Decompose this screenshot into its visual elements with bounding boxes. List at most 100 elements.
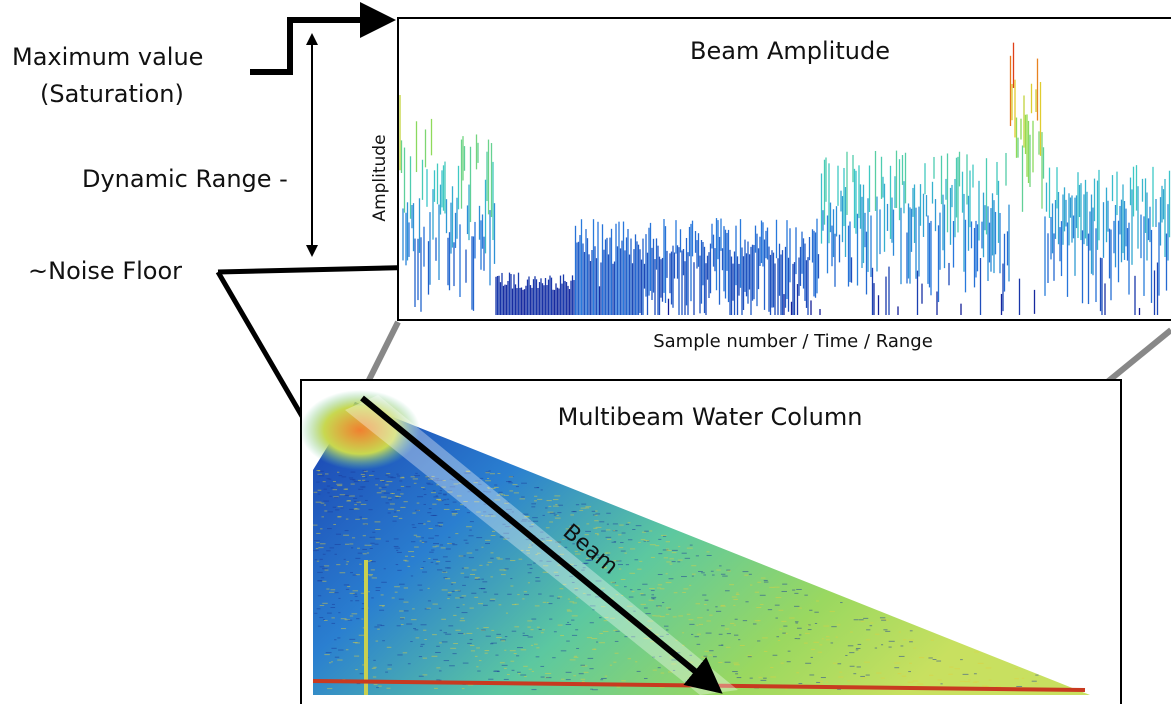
speckle-dot <box>575 525 580 527</box>
speckle-dot <box>497 473 501 475</box>
speckle-dot <box>556 597 560 599</box>
speckle-dot <box>727 570 731 572</box>
speckle-dot <box>527 582 530 584</box>
speckle-dot <box>441 589 448 591</box>
speckle-dot <box>330 661 333 663</box>
speckle-dot <box>350 471 356 473</box>
speckle-dot <box>733 604 736 606</box>
speckle-dot <box>331 647 337 649</box>
speckle-dot <box>831 626 837 628</box>
speckle-dot <box>627 539 633 541</box>
speckle-dot <box>611 541 617 543</box>
speckle-dot <box>447 594 452 596</box>
speckle-dot <box>662 535 667 537</box>
speckle-dot <box>381 486 387 488</box>
speckle-dot <box>595 513 601 515</box>
speckle-dot <box>704 599 709 601</box>
speckle-dot <box>575 629 579 631</box>
speckle-dot <box>349 478 355 480</box>
speckle-dot <box>718 633 723 635</box>
speckle-dot <box>762 637 768 639</box>
speckle-dot <box>747 656 752 658</box>
speckle-dot <box>677 559 683 561</box>
speckle-dot <box>502 523 506 525</box>
speckle-dot <box>407 663 411 665</box>
speckle-dot <box>327 688 333 690</box>
speckle-dot <box>386 481 393 483</box>
speckle-dot <box>610 617 615 619</box>
speckle-dot <box>422 674 428 676</box>
speckle-dot <box>438 607 442 609</box>
speckle-dot <box>523 665 528 667</box>
speckle-dot <box>636 670 641 672</box>
speckle-dot <box>463 633 466 635</box>
speckle-dot <box>645 613 651 615</box>
speckle-dot <box>444 503 450 505</box>
speckle-dot <box>396 551 402 553</box>
water-column-title: Multibeam Water Column <box>558 403 863 431</box>
speckle-dot <box>491 629 495 631</box>
speckle-dot <box>652 669 657 671</box>
speckle-dot <box>390 492 394 494</box>
speckle-dot <box>597 557 602 559</box>
speckle-dot <box>720 605 726 607</box>
speckle-dot <box>616 686 621 688</box>
speckle-dot <box>799 634 802 636</box>
speckle-dot <box>562 538 565 540</box>
speckle-dot <box>353 500 359 502</box>
speckle-dot <box>620 579 626 581</box>
speckle-dot <box>487 478 490 480</box>
speckle-dot <box>347 619 353 621</box>
speckle-dot <box>888 640 895 642</box>
speckle-dot <box>540 541 545 543</box>
speckle-dot <box>527 620 533 622</box>
speckle-dot <box>763 677 767 679</box>
speckle-dot <box>426 607 431 609</box>
speckle-dot <box>432 514 438 516</box>
speckle-dot <box>353 481 359 483</box>
speckle-dot <box>629 589 633 591</box>
speckle-dot <box>324 569 329 571</box>
speckle-dot <box>527 564 532 566</box>
speckle-dot <box>898 631 901 633</box>
speckle-dot <box>414 546 419 548</box>
speckle-dot <box>546 536 550 538</box>
speckle-dot <box>451 590 455 592</box>
speckle-dot <box>809 609 813 611</box>
speckle-dot <box>1034 683 1039 685</box>
speckle-dot <box>601 587 605 589</box>
speckle-dot <box>704 650 709 652</box>
speckle-dot <box>381 481 385 483</box>
speckle-dot <box>758 620 761 622</box>
speckle-dot <box>427 512 432 514</box>
speckle-dot <box>364 476 368 478</box>
speckle-dot <box>485 491 492 493</box>
speckle-dot <box>546 560 552 562</box>
speckle-dot <box>569 575 573 577</box>
speckle-dot <box>316 532 321 534</box>
speckle-dot <box>443 577 448 579</box>
speckle-dot <box>343 584 350 586</box>
speckle-dot <box>443 660 450 662</box>
speckle-dot <box>500 639 507 641</box>
speckle-dot <box>542 538 545 540</box>
speckle-dot <box>323 565 330 567</box>
speckle-dot <box>368 474 374 476</box>
speckle-dot <box>327 528 332 530</box>
speckle-dot <box>411 524 415 526</box>
speckle-dot <box>660 588 665 590</box>
speckle-dot <box>448 625 454 627</box>
speckle-dot <box>528 544 532 546</box>
speckle-dot <box>855 649 859 651</box>
speckle-dot <box>531 523 534 525</box>
speckle-dot <box>698 623 704 625</box>
speckle-dot <box>627 522 631 524</box>
speckle-dot <box>706 609 709 611</box>
speckle-dot <box>458 555 464 557</box>
speckle-dot <box>460 572 465 574</box>
speckle-dot <box>388 508 395 510</box>
speckle-dot <box>344 494 351 496</box>
speckle-dot <box>480 588 486 590</box>
speckle-dot <box>794 621 799 623</box>
speckle-dot <box>434 535 439 537</box>
